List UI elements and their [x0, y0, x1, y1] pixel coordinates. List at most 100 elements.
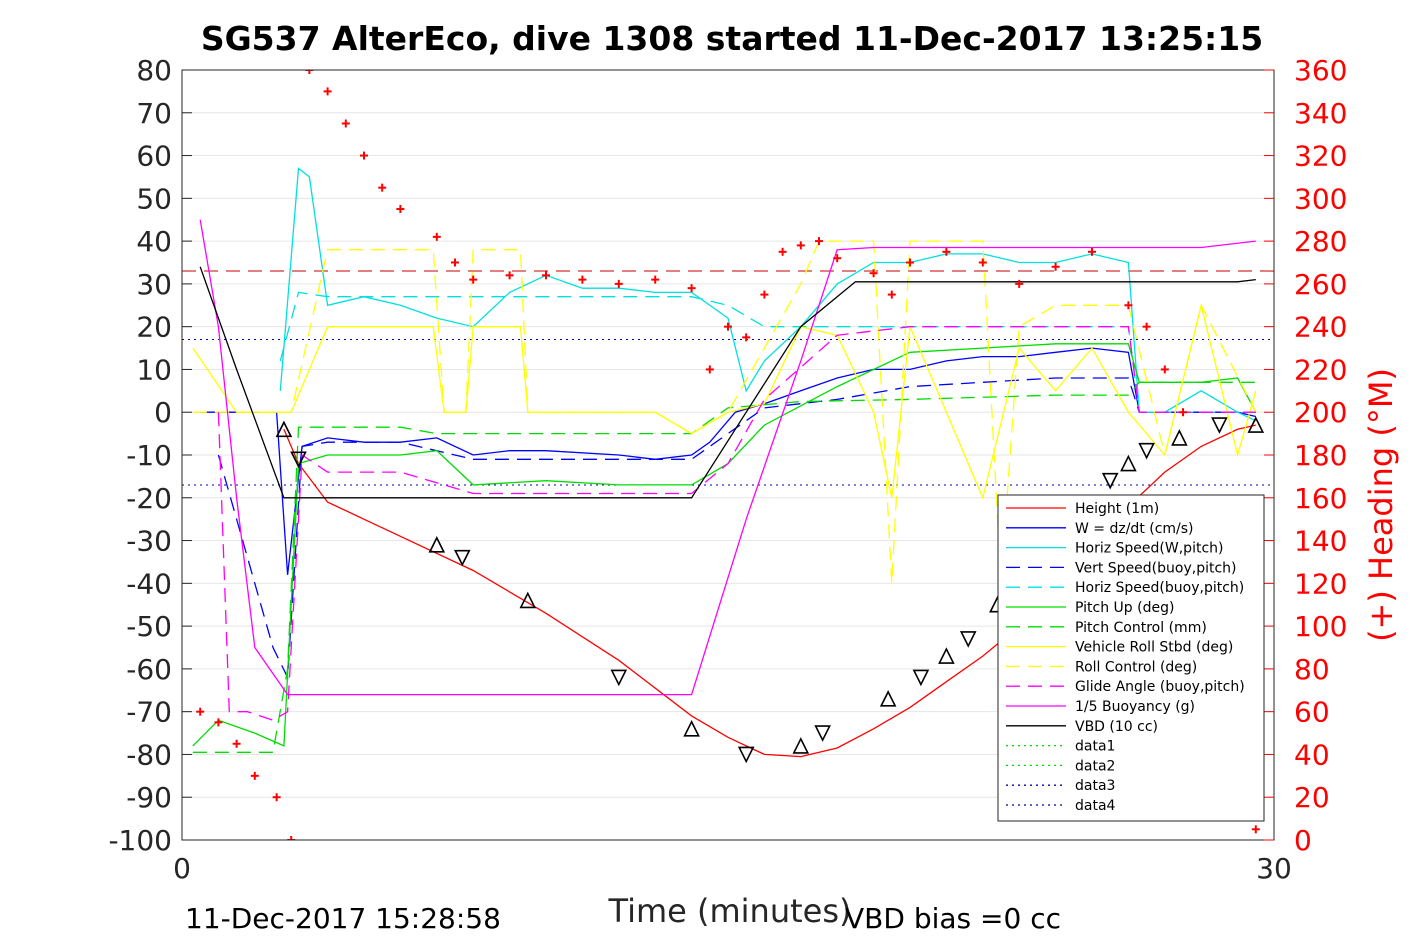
- right-tick-label: 60: [1294, 696, 1330, 729]
- heading-point: [232, 739, 241, 748]
- right-tick-label: 320: [1294, 140, 1347, 173]
- left-tick-label: 10: [136, 353, 172, 386]
- legend-label: data4: [1075, 798, 1116, 814]
- depth-triangle-marker: [519, 591, 537, 609]
- heading-point: [432, 232, 441, 241]
- x-axis-label: Time (minutes): [608, 892, 852, 930]
- heading-point: [705, 365, 714, 374]
- left-tick-label: -100: [108, 824, 172, 857]
- depth-triangle-marker: [814, 725, 831, 742]
- legend-label: data3: [1075, 778, 1115, 794]
- heading-point: [796, 241, 805, 250]
- legend-label: 1/5 Buoyancy (g): [1075, 699, 1195, 715]
- right-tick-label: 160: [1294, 482, 1347, 515]
- legend-label: Vehicle Roll Stbd (deg): [1075, 640, 1233, 656]
- left-tick-label: -70: [126, 696, 172, 729]
- heading-point: [760, 290, 769, 299]
- heading-point: [305, 70, 314, 74]
- heading-point: [196, 707, 205, 716]
- left-tick-label: 0: [154, 396, 172, 429]
- legend-label: Pitch Up (deg): [1075, 600, 1174, 616]
- heading-point: [451, 258, 459, 267]
- left-tick-label: -40: [126, 567, 172, 600]
- heading-point: [1142, 322, 1151, 331]
- heading-point: [887, 290, 896, 299]
- series-line-w-dz-dt-cm-s: [200, 347, 1256, 575]
- series-line-horiz-speed-buoy-pitch: [279, 291, 1256, 413]
- chart-title: SG537 AlterEco, dive 1308 started 11-Dec…: [201, 19, 1263, 58]
- footer-vbd-bias: VBD bias =0 cc: [845, 902, 1061, 935]
- heading-point: [469, 275, 478, 284]
- depth-triangle-marker: [453, 549, 471, 567]
- depth-triangle-marker: [912, 669, 930, 687]
- right-tick-label: 40: [1294, 738, 1330, 771]
- heading-point: [778, 247, 787, 256]
- heading-point: [1051, 262, 1060, 271]
- legend-label: W = dz/dt (cm/s): [1075, 521, 1194, 537]
- legend-label: Horiz Speed(buoy,pitch): [1075, 580, 1244, 596]
- legend-label: Vert Speed(buoy,pitch): [1075, 560, 1237, 576]
- left-tick-label: 40: [136, 225, 172, 258]
- depth-triangle-marker: [737, 746, 755, 764]
- series-layer: [182, 167, 1274, 758]
- depth-triangle-marker: [1120, 454, 1137, 472]
- legend-box: [997, 494, 1265, 822]
- series-line-horiz-speed-w-pitch: [279, 167, 1257, 422]
- heading-point: [505, 271, 514, 280]
- right-tick-label: 80: [1294, 653, 1330, 686]
- x-tick-label: 30: [1256, 852, 1292, 885]
- right-tick-label: 340: [1294, 97, 1347, 130]
- heading-point: [360, 151, 368, 160]
- legend-label: Horiz Speed(W,pitch): [1075, 541, 1223, 557]
- heading-point: [542, 271, 550, 280]
- heading-point: [815, 237, 823, 246]
- series-line-vehicle-roll-stbd-deg: [192, 305, 1257, 500]
- depth-triangle-marker: [683, 719, 700, 737]
- heading-point: [742, 333, 751, 342]
- heading-point: [906, 258, 914, 267]
- heading-point: [833, 254, 842, 263]
- heading-point: [1251, 825, 1260, 834]
- heading-point: [272, 793, 281, 802]
- legend-label: Glide Angle (buoy,pitch): [1075, 679, 1245, 695]
- right-tick-label: 0: [1294, 824, 1312, 857]
- heading-point: [341, 119, 350, 128]
- heading-point: [214, 718, 223, 727]
- heading-point: [651, 275, 660, 284]
- right-tick-label: 20: [1294, 781, 1330, 814]
- right-tick-label: 140: [1294, 525, 1347, 558]
- series-line-vbd-10-cc: [199, 266, 1256, 499]
- depth-triangle-marker: [610, 669, 628, 687]
- depth-triangle-marker: [792, 737, 810, 754]
- left-tick-label: -90: [126, 781, 172, 814]
- right-tick-label: 220: [1294, 353, 1347, 386]
- right-tick-label: 280: [1294, 225, 1347, 258]
- marker-layer: [196, 70, 1265, 840]
- left-tick-label: 70: [136, 97, 172, 130]
- right-tick-label: 200: [1294, 396, 1347, 429]
- series-line-pitch-up-deg: [192, 343, 1257, 747]
- legend-label: Height (1m): [1075, 501, 1159, 517]
- left-tick-label: 20: [136, 311, 172, 344]
- depth-triangle-marker: [1247, 416, 1265, 433]
- series-line-glide-angle-buoy-pitch: [217, 326, 1256, 721]
- series-line-vert-speed-buoy-pitch: [217, 377, 1256, 680]
- depth-triangle-marker: [879, 690, 897, 707]
- x-tick-label: 0: [173, 852, 191, 885]
- heading-point: [942, 247, 951, 256]
- heading-point: [687, 284, 696, 293]
- depth-triangle-marker: [290, 451, 307, 469]
- heading-point: [323, 87, 332, 96]
- legend-label: Roll Control (deg): [1075, 659, 1197, 675]
- heading-point: [287, 836, 296, 840]
- heading-point: [978, 258, 987, 267]
- x-axis-ticks: 0 30: [173, 830, 1292, 885]
- right-tick-label: 180: [1294, 439, 1347, 472]
- legend: Height (1m) W = dz/dt (cm/s) Horiz Speed(W…: [997, 494, 1265, 822]
- right-tick-label: 120: [1294, 567, 1347, 600]
- left-tick-label: -30: [126, 525, 172, 558]
- footer-timestamp: 11-Dec-2017 15:28:58: [185, 902, 501, 935]
- heading-point: [1124, 301, 1133, 310]
- heading-point: [250, 771, 259, 780]
